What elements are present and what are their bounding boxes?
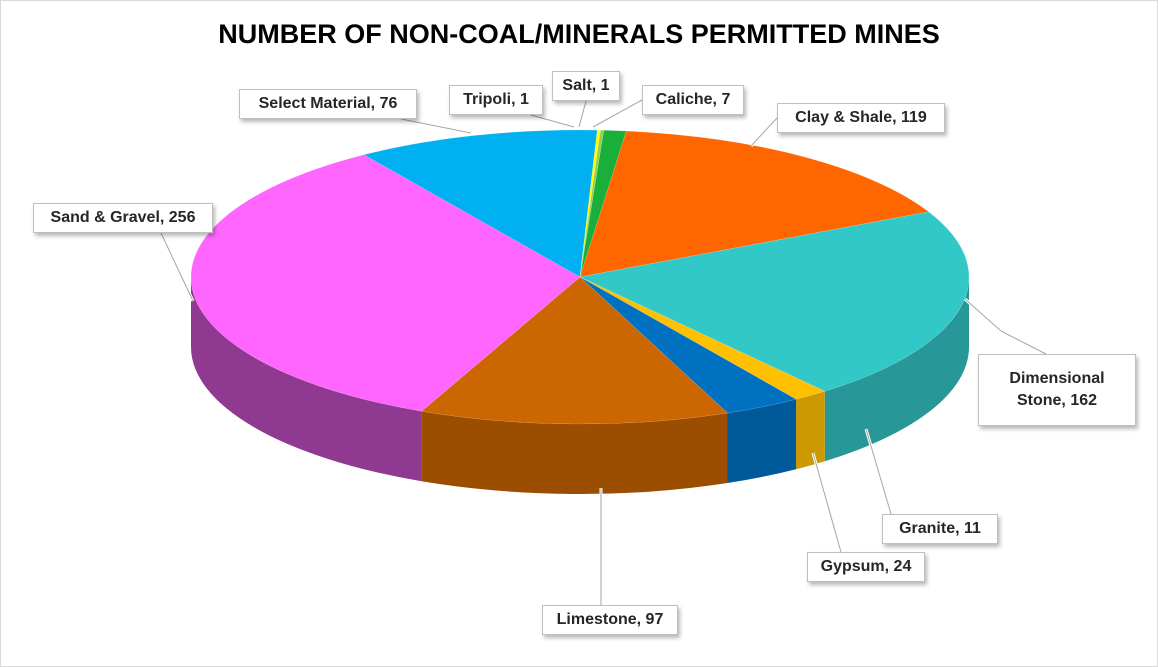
leader-line-dimensional-stone: [964, 297, 1047, 356]
leader-line-edge-tripoli: [530, 114, 575, 128]
pie-side-gypsum: [727, 399, 797, 484]
leader-line-edge-sand-and-gravel: [160, 232, 194, 302]
pie-slice-tripoli: [579, 129, 601, 278]
pie-slice-dimensional-stone: [579, 211, 970, 392]
data-label-tripoli: Tripoli, 1: [449, 85, 543, 115]
pie-slice-caliche: [579, 130, 627, 278]
data-label-select-material: Select Material, 76: [239, 89, 417, 119]
data-label-dimensional-stone: Dimensional Stone, 162: [978, 354, 1136, 426]
leader-line-edge-granite: [865, 428, 892, 515]
chart-title: NUMBER OF NON-COAL/MINERALS PERMITTED MI…: [218, 19, 940, 49]
data-label-salt: Salt, 1: [552, 71, 620, 101]
pie-slice-salt: [579, 129, 605, 278]
pie-slice-granite: [579, 276, 826, 400]
data-label-caliche: Caliche, 7: [642, 85, 744, 115]
leader-line-edge-salt: [578, 100, 587, 128]
pie-slice-limestone: [421, 276, 729, 425]
data-label-gypsum: Gypsum, 24: [807, 552, 925, 582]
data-label-sand-and-gravel: Sand & Gravel, 256: [33, 203, 213, 233]
pie-side-sand-and-gravel: [191, 277, 422, 482]
leader-line-edge-dimensional-stone: [964, 298, 1047, 355]
pie-side-dimensional-stone: [824, 277, 969, 462]
leader-line-edge-select-material: [400, 118, 472, 134]
data-label-limestone: Limestone, 97: [542, 605, 678, 635]
data-label-granite: Granite, 11: [882, 514, 998, 544]
leader-line-edge-caliche: [592, 99, 643, 128]
pie-side-granite: [796, 391, 825, 470]
pie-slice-sand-and-gravel: [190, 154, 581, 412]
pie-slice-clay-and-shale: [579, 130, 930, 278]
pie-slice-select-material: [363, 129, 598, 278]
leader-line-edge-clay-and-shale: [750, 117, 778, 147]
pie-slice-gypsum: [579, 276, 797, 414]
data-label-clay-and-shale: Clay & Shale, 119: [777, 103, 945, 133]
leader-line-edge-gypsum: [812, 452, 842, 553]
pie-side-limestone: [421, 411, 728, 494]
